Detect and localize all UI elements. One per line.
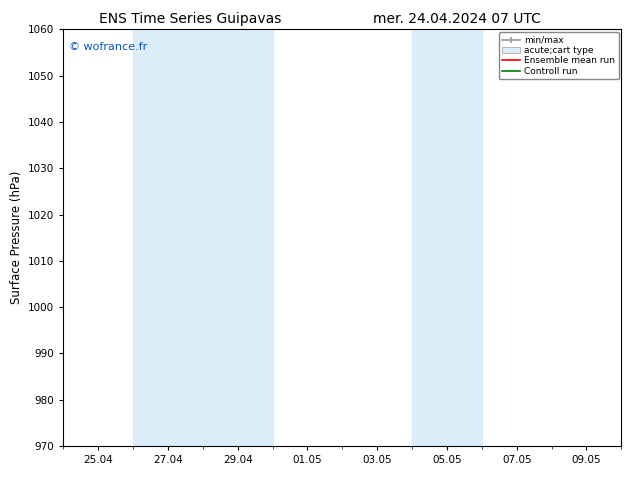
Text: mer. 24.04.2024 07 UTC: mer. 24.04.2024 07 UTC: [373, 12, 540, 26]
Text: © wofrance.fr: © wofrance.fr: [69, 42, 147, 52]
Bar: [133, 29, 273, 446]
Text: ENS Time Series Guipavas: ENS Time Series Guipavas: [99, 12, 281, 26]
Legend: min/max, acute;cart type, Ensemble mean run, Controll run: min/max, acute;cart type, Ensemble mean …: [499, 32, 619, 79]
Y-axis label: Surface Pressure (hPa): Surface Pressure (hPa): [10, 171, 23, 304]
Bar: [412, 29, 482, 446]
